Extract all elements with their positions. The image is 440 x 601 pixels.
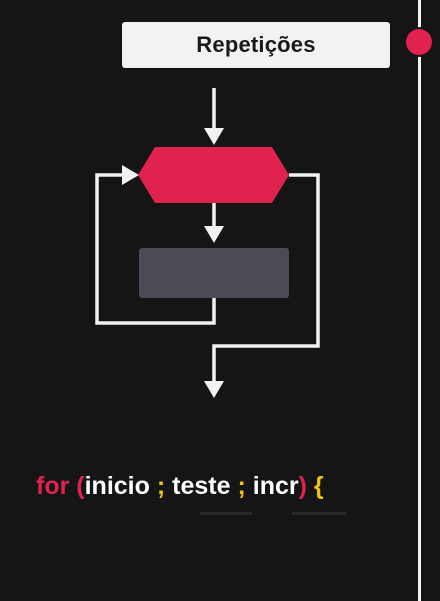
timeline-line <box>418 0 421 601</box>
loop-back-arrow <box>95 165 216 325</box>
code-semicolon-1: ; <box>156 472 166 500</box>
slide-title: Repetições <box>196 32 316 57</box>
code-semicolon-2: ; <box>237 472 246 500</box>
timeline-marker-icon <box>406 29 432 55</box>
for-loop-code: for (inicio ; teste ; incr) { <box>36 474 416 499</box>
code-increment: incr <box>252 472 299 500</box>
code-underline-1 <box>200 512 252 515</box>
code-init: inicio <box>84 472 150 500</box>
entry-arrow <box>204 88 224 145</box>
loop-body-box <box>139 248 289 298</box>
true-branch-arrow <box>204 203 224 243</box>
code-test: teste <box>172 472 231 500</box>
condition-hexagon <box>138 147 289 203</box>
code-keyword-for: for <box>36 472 70 500</box>
code-close-paren: ) <box>298 472 307 500</box>
code-open-paren: ( <box>76 472 85 500</box>
code-open-brace: { <box>313 472 324 500</box>
exit-arrow <box>204 173 320 398</box>
title-box: Repetições <box>122 22 390 68</box>
code-underline-2 <box>292 512 346 515</box>
